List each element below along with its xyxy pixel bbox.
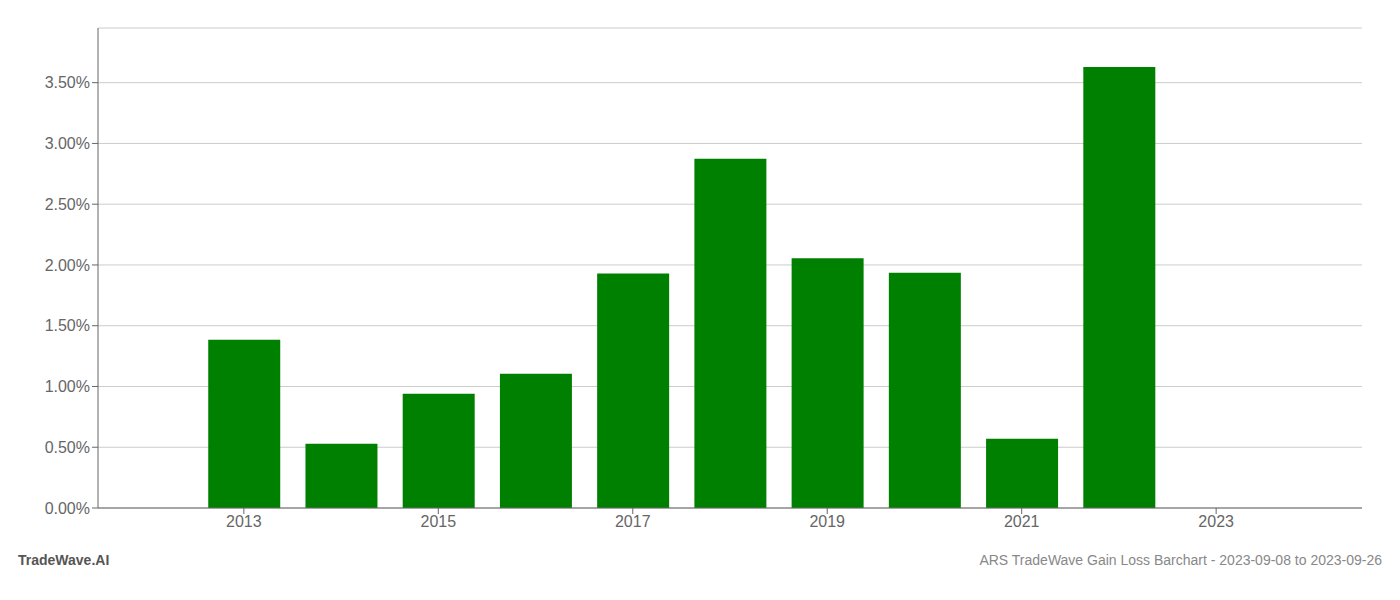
svg-text:2.50%: 2.50% <box>45 196 90 213</box>
svg-text:3.00%: 3.00% <box>45 135 90 152</box>
svg-text:0.00%: 0.00% <box>45 500 90 517</box>
svg-text:2017: 2017 <box>615 513 651 530</box>
svg-text:1.50%: 1.50% <box>45 317 90 334</box>
svg-text:1.00%: 1.00% <box>45 378 90 395</box>
svg-text:2021: 2021 <box>1004 513 1040 530</box>
svg-text:2013: 2013 <box>226 513 262 530</box>
svg-text:3.50%: 3.50% <box>45 74 90 91</box>
html-text:ARS TradeWave Gain Loss Barcha: ARS TradeWave Gain Loss Barchart - 2023-… <box>979 552 1382 568</box>
svg-text:0.50%: 0.50% <box>45 439 90 456</box>
svg-text:2023: 2023 <box>1198 513 1234 530</box>
svg-text:2.00%: 2.00% <box>45 257 90 274</box>
html-text:TradeWave.AI: TradeWave.AI <box>18 552 110 568</box>
svg-text:2019: 2019 <box>809 513 845 530</box>
svg-text:2015: 2015 <box>421 513 457 530</box>
